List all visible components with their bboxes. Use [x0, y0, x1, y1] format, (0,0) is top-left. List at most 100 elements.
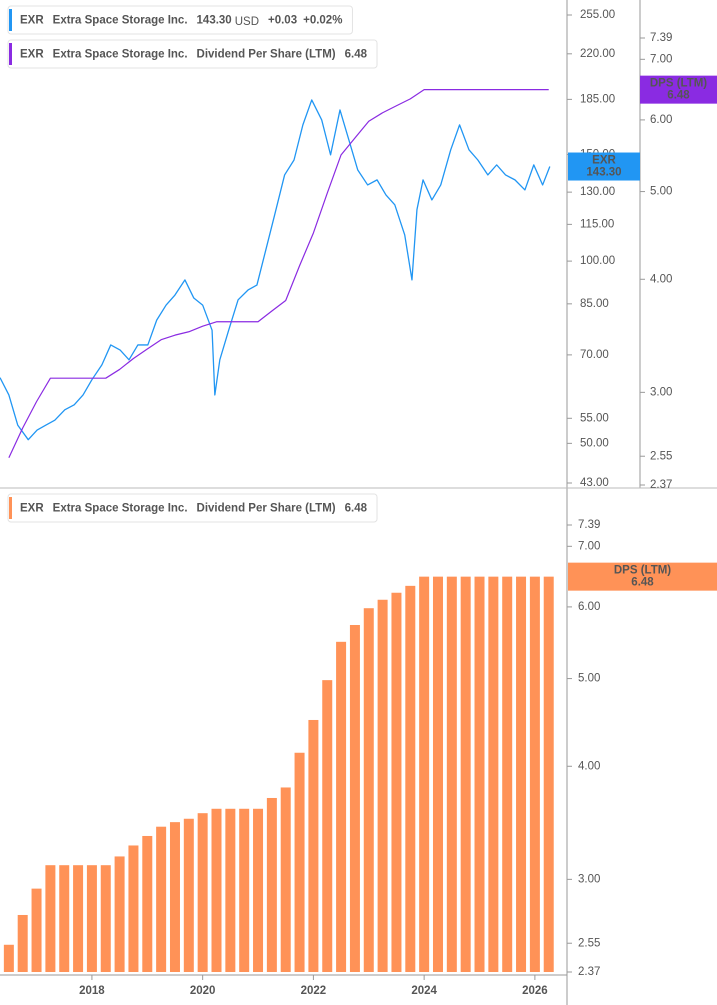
- y-tick-label: 50.00: [580, 437, 609, 449]
- bar: [529, 576, 540, 972]
- bar: [349, 624, 360, 972]
- legend-ticker: EXR: [20, 15, 44, 27]
- y-tick-label: 185.00: [580, 93, 615, 105]
- bar: [336, 641, 347, 972]
- price-tag-label: DPS (LTM): [614, 565, 671, 577]
- y-tick-label: 55.00: [580, 412, 609, 424]
- legend-metric: Dividend Per Share (LTM): [197, 503, 336, 515]
- y-tick-label: 5.00: [578, 673, 600, 685]
- bar: [114, 856, 125, 972]
- legend-last: 6.48: [345, 49, 368, 61]
- legend-box: [7, 493, 378, 523]
- bar: [266, 797, 277, 972]
- legend-swatch: [9, 9, 12, 31]
- legend-ticker: EXR: [20, 503, 44, 515]
- legend-item: EXR Extra Space Storage Inc. Dividend Per …: [7, 493, 378, 523]
- bar: [377, 599, 388, 972]
- y-tick-label: 7.00: [578, 540, 600, 552]
- x-tick-label: 2018: [79, 985, 105, 997]
- legend-name: Extra Space Storage Inc.: [53, 49, 188, 61]
- y-tick-label: 255.00: [580, 9, 615, 21]
- bar: [142, 835, 153, 972]
- bar: [502, 576, 513, 972]
- bar: [211, 808, 222, 972]
- series-line: [8, 89, 549, 459]
- bar: [516, 576, 527, 972]
- bar: [239, 808, 250, 972]
- bar: [405, 585, 416, 972]
- x-tick-label: 2020: [190, 985, 216, 997]
- price-tag-value: 6.48: [631, 577, 654, 589]
- y2-tick-label: 3.00: [650, 386, 672, 398]
- x-tick-label: 2026: [522, 985, 548, 997]
- price-tag-value: 143.30: [586, 167, 621, 179]
- bar: [169, 822, 180, 972]
- legend-currency: USD: [235, 16, 259, 28]
- series-line: [0, 99, 551, 441]
- y-tick-label: 70.00: [580, 349, 609, 361]
- legend-box: [7, 39, 378, 69]
- y-tick-label: 115.00: [580, 218, 614, 230]
- x-tick-label: 2022: [301, 985, 327, 997]
- bar: [391, 592, 402, 972]
- bar: [86, 865, 97, 972]
- y-tick-label: 100.00: [580, 255, 615, 267]
- y2-tick-label: 2.37: [650, 479, 672, 491]
- bar: [156, 826, 167, 972]
- y-tick-label: 7.39: [578, 519, 600, 531]
- legend-change: +0.03: [268, 15, 297, 27]
- bar: [432, 576, 443, 972]
- bar: [419, 576, 430, 972]
- price-tag: [640, 75, 717, 104]
- bar: [3, 944, 14, 972]
- price-tag: [568, 152, 640, 181]
- bar: [488, 576, 499, 972]
- bar: [128, 845, 139, 972]
- bar: [322, 680, 333, 972]
- y-tick-label: 220.00: [580, 48, 615, 60]
- y2-tick-label: 6.00: [650, 114, 672, 126]
- y-tick-label: 85.00: [580, 298, 609, 310]
- legend-item: EXR Extra Space Storage Inc. 143.30 USD +0.0…: [7, 5, 353, 35]
- bar: [308, 719, 319, 972]
- legend-last: 6.48: [345, 503, 368, 515]
- bar: [543, 576, 554, 972]
- y2-tick-label: 4.00: [650, 273, 672, 285]
- y2-tick-label: 7.00: [650, 53, 672, 65]
- bar: [460, 576, 471, 972]
- price-tag-label: DPS (LTM): [650, 78, 707, 90]
- price-tag-label: EXR: [592, 155, 616, 167]
- bar: [363, 608, 374, 972]
- price-tag-value: 6.48: [667, 90, 690, 102]
- bar: [183, 818, 194, 972]
- legend-metric: Dividend Per Share (LTM): [197, 49, 336, 61]
- bar: [45, 865, 56, 972]
- y-tick-label: 130.00: [580, 186, 615, 198]
- plot-area: [0, 89, 551, 459]
- bar: [100, 865, 111, 972]
- price-tag: [568, 562, 717, 591]
- x-tick-label: 2024: [411, 985, 437, 997]
- y-tick-label: 3.00: [578, 873, 600, 885]
- legend-name: Extra Space Storage Inc.: [53, 503, 188, 515]
- legend-swatch: [9, 497, 12, 519]
- bar: [253, 808, 264, 972]
- y2-tick-label: 2.55: [650, 450, 672, 462]
- legend-last: 143.30: [197, 15, 232, 27]
- y-tick-label: 2.37: [578, 966, 600, 978]
- bar: [446, 576, 457, 972]
- bar: [280, 787, 291, 972]
- y-tick-label: 43.00: [580, 477, 609, 489]
- y-tick-label: 4.00: [578, 760, 600, 772]
- legend-swatch: [9, 43, 12, 65]
- bar: [294, 752, 305, 972]
- bar: [197, 813, 208, 972]
- legend-item: EXR Extra Space Storage Inc. Dividend Per …: [7, 39, 378, 69]
- y-tick-label: 2.55: [578, 937, 600, 949]
- y-tick-label: 6.00: [578, 601, 600, 613]
- bar: [474, 576, 485, 972]
- bar: [17, 914, 28, 972]
- y2-tick-label: 5.00: [650, 186, 672, 198]
